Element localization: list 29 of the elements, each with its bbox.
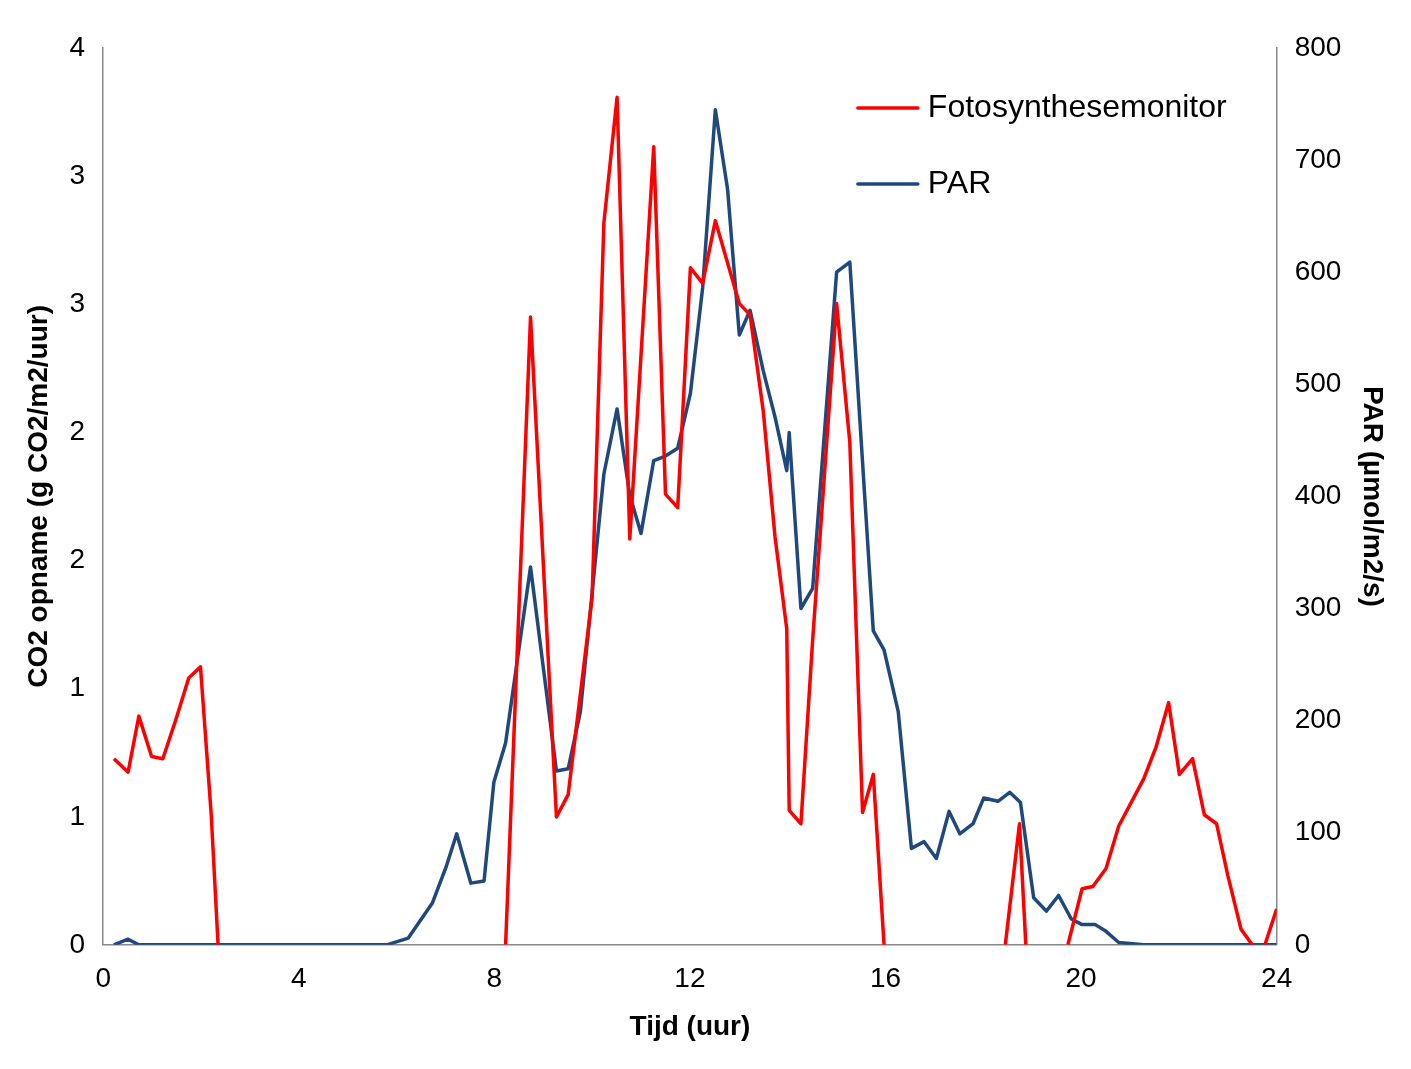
x-tick-label: 20	[1065, 962, 1097, 994]
y2-tick-label: 600	[1294, 254, 1342, 286]
legend-label: PAR	[927, 163, 992, 200]
y2-tick-label: 300	[1294, 591, 1342, 623]
x-tick-label: 16	[869, 962, 902, 994]
y-tick-label: 3	[69, 158, 86, 190]
x-tick-label: 4	[290, 962, 307, 994]
legend-label: Fotosynthesemonitor	[927, 87, 1228, 124]
y-tick-label: 4	[69, 30, 86, 62]
y2-tick-label: 500	[1294, 367, 1342, 399]
y2-axis-title: PAR (µmol/m2/s)	[1358, 385, 1390, 607]
y2-tick-label: 700	[1294, 142, 1342, 174]
x-tick-label: 12	[674, 962, 706, 994]
y2-tick-label: 100	[1294, 815, 1342, 847]
y-axis-title: CO2 opname (g CO2/m2/uur)	[21, 305, 53, 688]
y-tick-label: 1	[69, 799, 86, 831]
x-axis-title: Tijd (uur)	[629, 1009, 751, 1041]
y-tick-label: 2	[69, 543, 86, 575]
y2-tick-label: 400	[1294, 479, 1342, 511]
y-tick-label: 0	[69, 927, 86, 959]
y2-tick-label: 800	[1294, 30, 1342, 62]
x-tick-label: 8	[486, 962, 503, 994]
x-tick-label: 0	[95, 962, 111, 994]
x-tick-label: 24	[1261, 962, 1293, 994]
y2-tick-label: 200	[1294, 703, 1342, 735]
y-tick-label: 3	[69, 286, 86, 318]
y-tick-label: 2	[69, 415, 86, 446]
y-tick-label: 1	[69, 671, 86, 703]
y2-tick-label: 0	[1294, 927, 1311, 959]
